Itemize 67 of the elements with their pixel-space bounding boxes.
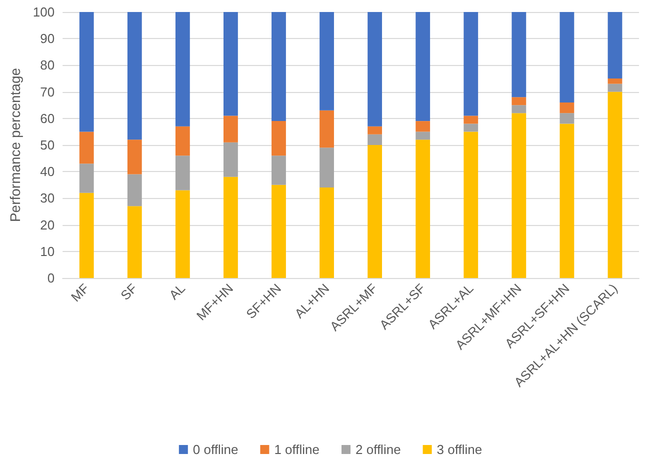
y-tick-label: 70 (40, 84, 55, 100)
bar (368, 145, 382, 278)
bar (560, 124, 574, 278)
x-tick-label: SF (118, 280, 140, 304)
bar (416, 121, 430, 132)
y-tick-label: 50 (40, 138, 55, 152)
y-axis-title: Performance percentage (7, 68, 23, 222)
bar (79, 12, 94, 132)
bar (512, 12, 526, 98)
bar (464, 124, 478, 132)
bar (272, 184, 286, 278)
bar (320, 12, 334, 110)
bar (416, 12, 430, 122)
bar (79, 192, 94, 278)
y-tick-label: 60 (40, 110, 55, 126)
legend-label: 3 offline (436, 442, 482, 457)
bar (175, 190, 190, 278)
bar (224, 116, 238, 142)
legend-label: 2 offline (356, 442, 401, 457)
legend-label: 0 offline (192, 442, 238, 457)
bar (416, 132, 430, 140)
bar (608, 92, 622, 278)
bar (368, 134, 382, 145)
bar (608, 84, 622, 92)
bar (560, 12, 574, 102)
bar (272, 121, 286, 156)
bar (127, 140, 142, 174)
bar (608, 78, 622, 84)
bar (512, 105, 526, 114)
bar (224, 12, 238, 116)
bar (127, 206, 142, 278)
bar (79, 132, 94, 164)
bar (320, 110, 334, 148)
bar (464, 116, 478, 124)
bar (416, 140, 430, 278)
y-tick-label: 20 (40, 217, 55, 232)
y-tick-label: 40 (40, 164, 55, 180)
bar (368, 12, 382, 126)
bar (464, 12, 478, 116)
bar (608, 12, 622, 78)
bar (560, 102, 574, 114)
bar (127, 12, 142, 140)
y-tick-label: 0 (47, 270, 55, 286)
bar (368, 126, 382, 134)
bar (512, 97, 526, 106)
bar (127, 174, 142, 206)
x-tick-label: AL (166, 280, 188, 303)
bar (272, 12, 286, 122)
y-tick-label: 80 (40, 58, 55, 73)
bar (79, 164, 94, 193)
bar (224, 176, 238, 278)
bar (512, 113, 526, 278)
y-tick-label: 30 (40, 190, 55, 206)
bar (224, 142, 238, 177)
bar (464, 132, 478, 278)
y-tick-label: 10 (40, 244, 55, 259)
y-tick-label: 100 (32, 4, 55, 20)
bar (320, 188, 334, 278)
bar (175, 156, 190, 190)
legend-label: 1 offline (274, 442, 320, 457)
bar (272, 156, 286, 185)
y-tick-label: 90 (40, 31, 55, 46)
bar (175, 12, 190, 126)
bar (560, 113, 574, 124)
bar (320, 148, 334, 188)
x-tick-label: MF (68, 280, 92, 305)
bar (175, 126, 190, 156)
